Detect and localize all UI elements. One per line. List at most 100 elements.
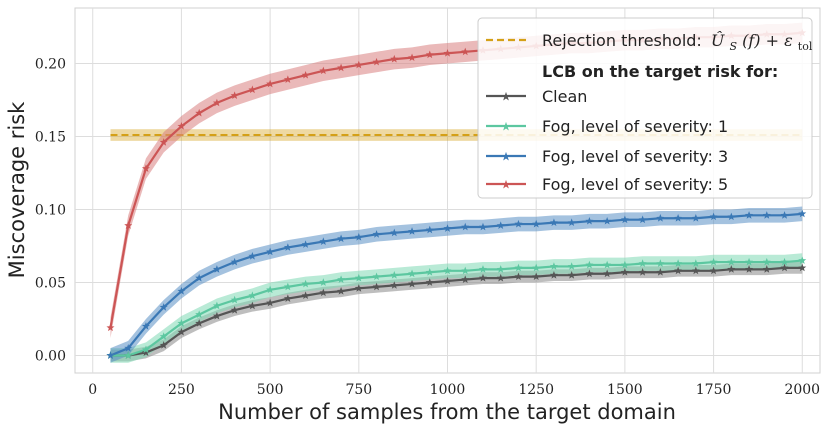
point-series-2 [372, 230, 381, 238]
point-series-2 [656, 214, 665, 222]
point-series-1 [461, 266, 470, 275]
x-tick-label: 500 [257, 382, 284, 398]
point-series-0 [283, 294, 292, 302]
x-tick-label: 250 [168, 382, 195, 398]
point-series-2 [709, 212, 718, 221]
point-series-3 [408, 53, 417, 62]
point-series-1 [337, 275, 346, 283]
legend-threshold-prefix: Rejection threshold: [542, 31, 702, 50]
point-series-0 [159, 341, 168, 349]
point-series-0 [585, 269, 594, 278]
point-series-1 [177, 319, 186, 327]
point-series-0 [656, 268, 665, 276]
point-series-0 [212, 311, 221, 320]
point-series-2 [141, 322, 150, 330]
point-series-0 [549, 270, 558, 279]
point-series-0 [638, 268, 647, 276]
point-series-1 [532, 263, 541, 272]
point-series-2 [319, 237, 328, 245]
band-series-1 [110, 253, 803, 363]
point-series-1 [798, 256, 807, 264]
point-series-2 [124, 343, 133, 352]
legend-item-clean: ★ Clean [486, 87, 587, 106]
point-series-2 [620, 215, 629, 224]
x-tick-label: 0 [88, 382, 97, 398]
point-series-0 [372, 282, 381, 291]
point-series-0 [780, 263, 789, 272]
point-series-0 [248, 301, 257, 310]
y-tick-labels: 0.00 0.05 0.10 0.15 0.20 [35, 56, 66, 364]
point-series-3 [372, 57, 381, 66]
point-series-1 [319, 278, 328, 286]
point-series-2 [159, 303, 168, 311]
point-series-1 [691, 259, 700, 267]
point-series-3 [390, 54, 399, 63]
y-tick-label: 0.15 [35, 129, 66, 145]
point-series-0 [195, 319, 204, 327]
point-series-0 [603, 269, 612, 278]
legend-threshold-math: Û [711, 30, 725, 50]
legend-box [477, 17, 813, 199]
x-axis-title: Number of samples from the target domain [218, 400, 676, 424]
point-series-1 [408, 269, 417, 278]
x-tick-label: 1750 [696, 382, 732, 398]
point-series-0 [141, 348, 150, 356]
point-series-2 [195, 273, 204, 282]
point-series-3 [195, 108, 204, 117]
point-series-0 [514, 272, 523, 281]
point-series-2 [408, 227, 417, 235]
point-series-1 [549, 262, 558, 270]
point-series-1 [301, 279, 310, 288]
point-series-2 [390, 228, 399, 237]
point-series-2 [496, 221, 505, 229]
x-tick-label: 750 [345, 382, 372, 398]
point-series-1 [425, 268, 434, 276]
legend-threshold-rest: (f) + ε [742, 31, 793, 50]
point-series-1 [603, 260, 612, 269]
legend-fog-1-label: Fog, level of severity: 1 [542, 117, 728, 136]
legend: Rejection threshold: Û S (f) + ε tol LCB… [477, 17, 813, 199]
point-series-1 [124, 351, 133, 359]
point-series-1 [443, 266, 452, 275]
point-series-2 [549, 218, 558, 227]
x-tick-label: 2000 [784, 382, 820, 398]
point-series-0 [727, 265, 736, 273]
point-series-3 [124, 221, 133, 229]
point-series-1 [496, 265, 505, 273]
point-series-1 [762, 257, 771, 266]
point-series-0 [532, 272, 541, 281]
legend-item-fog-5: ★ Fog, level of severity: 5 [486, 175, 728, 194]
point-series-1 [390, 270, 399, 279]
point-series-3 [461, 47, 470, 56]
point-series-0 [478, 273, 487, 282]
point-series-1 [354, 273, 363, 282]
point-series-0 [798, 263, 807, 272]
point-series-0 [496, 273, 505, 282]
point-series-0 [230, 306, 239, 314]
point-series-1 [230, 295, 239, 304]
point-series-2 [798, 209, 807, 218]
x-tick-label: 1500 [607, 382, 643, 398]
point-series-2 [354, 233, 363, 241]
point-series-2 [603, 216, 612, 225]
point-series-2 [762, 211, 771, 219]
point-series-3 [266, 79, 275, 88]
legend-item-fog-1: ★ Fog, level of severity: 1 [486, 117, 728, 136]
point-series-0 [337, 287, 346, 295]
point-series-2 [106, 351, 115, 359]
point-series-1 [266, 285, 275, 294]
point-series-0 [745, 265, 754, 273]
point-series-2 [266, 247, 275, 256]
point-series-2 [585, 216, 594, 225]
point-series-2 [674, 214, 683, 222]
point-series-2 [212, 265, 221, 273]
point-series-2 [301, 240, 310, 248]
point-series-2 [514, 219, 523, 228]
point-series-2 [478, 222, 487, 231]
point-series-1 [638, 259, 647, 267]
point-series-3 [177, 122, 186, 130]
point-series-1 [248, 291, 257, 300]
point-series-3 [337, 63, 346, 72]
point-series-3 [230, 91, 239, 99]
point-series-0 [408, 279, 417, 288]
